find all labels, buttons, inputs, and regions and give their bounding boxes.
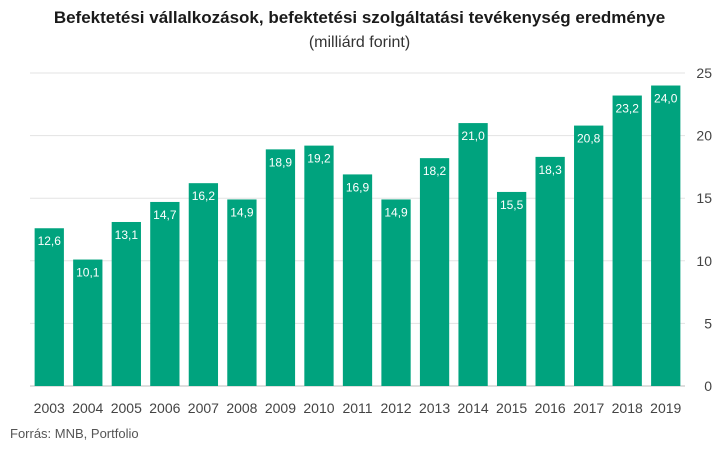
y-tick-label: 20 [696,128,712,144]
source-note: Forrás: MNB, Portfolio [10,426,139,441]
data-label-2007: 16,2 [192,189,216,203]
x-tick-label: 2015 [496,400,527,416]
bar-2014 [458,123,488,386]
x-tick-label: 2003 [34,400,65,416]
x-tick-label: 2013 [419,400,450,416]
data-label-2013: 18,2 [423,164,447,178]
x-tick-label: 2019 [650,400,681,416]
x-tick-label: 2007 [188,400,219,416]
x-tick-label: 2005 [111,400,142,416]
x-tick-label: 2014 [458,400,489,416]
bar-2011 [342,174,373,386]
bar-2010 [304,145,334,386]
y-tick-label: 25 [696,65,712,81]
bar-2008 [227,199,257,386]
bar-2007 [188,183,219,386]
x-tick-label: 2016 [535,400,566,416]
data-label-2008: 14,9 [230,205,254,219]
y-tick-label: 15 [696,190,712,206]
x-tick-label: 2018 [612,400,643,416]
bar-2004 [73,259,103,386]
x-axis-ticks: 2003 2004 2005 2006 2007 2008 2009 2010 2011 2012… [34,400,682,416]
bar-2016 [535,156,565,386]
x-tick-label: 2004 [72,400,103,416]
bar-2017 [574,125,604,387]
data-label-2003: 12,6 [38,234,62,248]
data-label-2015: 15,5 [500,198,524,212]
data-label-2019: 24,0 [654,92,678,106]
x-tick-label: 2012 [380,400,411,416]
y-axis-ticks: 0 5 10 15 20 25 [696,65,712,394]
bar-2006 [150,201,180,386]
bar-2015 [496,191,527,386]
bar-2003 [34,228,64,386]
bar-2012 [381,199,411,386]
data-label-2012: 14,9 [384,205,408,219]
x-tick-label: 2008 [226,400,257,416]
data-label-2005: 13,1 [115,228,139,242]
y-tick-label: 10 [696,253,712,269]
x-tick-label: 2017 [573,400,604,416]
chart-title: Befektetési vállalkozások, befektetési s… [53,8,666,27]
data-label-2011: 16,9 [346,180,370,194]
data-label-2016: 18,3 [538,163,562,177]
data-label-2014: 21,0 [461,129,485,143]
data-label-2017: 20,8 [577,132,601,146]
x-tick-label: 2011 [342,400,372,416]
data-label-2006: 14,7 [153,208,177,222]
data-label-2018: 23,2 [616,102,640,116]
bar-2018 [612,95,642,386]
data-label-2010: 19,2 [307,152,331,166]
bar-2013 [419,158,450,386]
bar-2009 [265,149,296,386]
y-tick-label: 0 [704,378,712,394]
x-tick-label: 2006 [149,400,180,416]
data-labels: 12,6 10,1 13,1 14,7 16,2 14,9 18,9 19,2 16,9 14,9… [38,92,678,280]
chart-subtitle: (milliárd forint) [308,34,411,51]
data-label-2009: 18,9 [269,155,293,169]
x-tick-label: 2010 [303,400,334,416]
bar-2005 [111,221,141,386]
bars [34,85,681,387]
y-tick-label: 5 [704,315,712,331]
x-tick-label: 2009 [265,400,296,416]
bar-2019 [651,85,681,387]
data-label-2004: 10,1 [76,266,100,280]
